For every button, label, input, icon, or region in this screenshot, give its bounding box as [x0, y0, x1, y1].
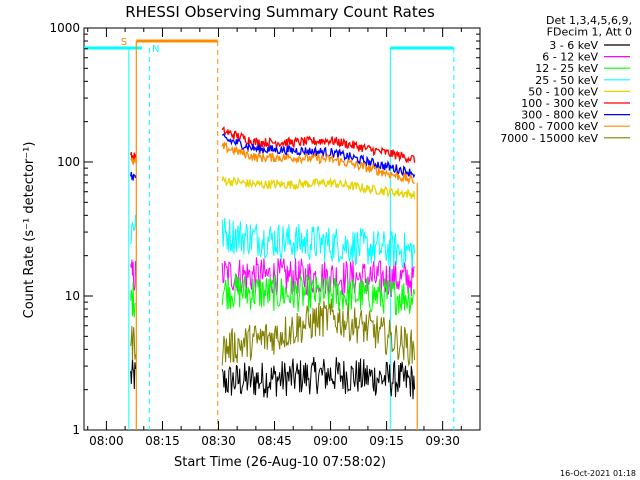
series-line — [130, 325, 137, 361]
series-7000_15000keV — [130, 298, 416, 367]
series-line — [130, 151, 137, 161]
y-axis-label: Count Rate (s⁻¹ detector⁻¹) — [22, 142, 37, 319]
legend-header: FDecim 1, Att 0 — [547, 26, 632, 39]
series-12_25keV — [130, 273, 416, 318]
series-line — [221, 356, 416, 400]
legend-label: 12 - 25 keV — [535, 62, 598, 75]
legend-label: 7000 - 15000 keV — [500, 132, 598, 145]
chart-title: RHESSI Observing Summary Count Rates — [125, 3, 435, 21]
saa-label: S — [121, 37, 127, 48]
series-line — [221, 273, 416, 316]
x-axis: 08:00 08:15 08:30 08:45 09:00 09:15 09:30 — [87, 28, 481, 448]
series-line — [130, 358, 137, 390]
footer-date: 16-Oct-2021 01:18 — [560, 469, 636, 478]
series-800_7000keV — [130, 141, 416, 185]
series-line — [130, 282, 136, 318]
series-3_6keV — [130, 356, 416, 400]
legend-label: 6 - 12 keV — [542, 51, 598, 64]
plot-frame — [83, 27, 481, 431]
series-line — [221, 133, 416, 179]
legend-label: 50 - 100 keV — [528, 85, 598, 98]
legend-header: Det 1,3,4,5,6,9, — [546, 14, 632, 27]
series-line — [221, 257, 415, 298]
y-axis: 1 10 100 1000 — [49, 21, 480, 437]
legend: Det 1,3,4,5,6,9,FDecim 1, Att 03 - 6 keV… — [500, 14, 632, 145]
series-100_300keV — [130, 125, 416, 164]
series-line — [130, 259, 137, 291]
x-tick-label: 08:45 — [257, 434, 292, 448]
x-tick-label: 09:30 — [425, 434, 460, 448]
night-label: N — [152, 44, 159, 55]
x-tick-label: 08:30 — [201, 434, 236, 448]
y-tick-label: 1 — [72, 423, 80, 437]
legend-label: 300 - 800 keV — [521, 109, 598, 122]
plot-area: SN — [83, 27, 481, 431]
series-line — [221, 298, 416, 367]
legend-label: 800 - 7000 keV — [514, 120, 598, 133]
series-line — [221, 217, 416, 269]
legend-label: 3 - 6 keV — [549, 39, 598, 52]
legend-label: 100 - 300 keV — [521, 97, 598, 110]
y-tick-label: 1000 — [49, 21, 80, 35]
x-axis-label: Start Time (26-Aug-10 07:58:02) — [174, 455, 386, 470]
series-line — [130, 157, 137, 165]
series-line — [221, 141, 416, 185]
series-line — [221, 176, 416, 200]
x-tick-label: 08:00 — [89, 434, 124, 448]
y-tick-label: 100 — [57, 155, 80, 169]
series-25_50keV — [130, 214, 416, 269]
series-line — [221, 125, 416, 164]
series-line — [130, 214, 137, 245]
x-tick-label: 09:00 — [313, 434, 348, 448]
x-tick-label: 08:15 — [145, 434, 180, 448]
series-6_12keV — [130, 257, 415, 298]
series-50_100keV — [221, 176, 416, 200]
series-line — [130, 171, 137, 181]
y-tick-label: 10 — [65, 289, 80, 303]
legend-label: 25 - 50 keV — [535, 74, 598, 87]
series-300_800keV — [130, 133, 416, 181]
x-tick-label: 09:15 — [369, 434, 404, 448]
